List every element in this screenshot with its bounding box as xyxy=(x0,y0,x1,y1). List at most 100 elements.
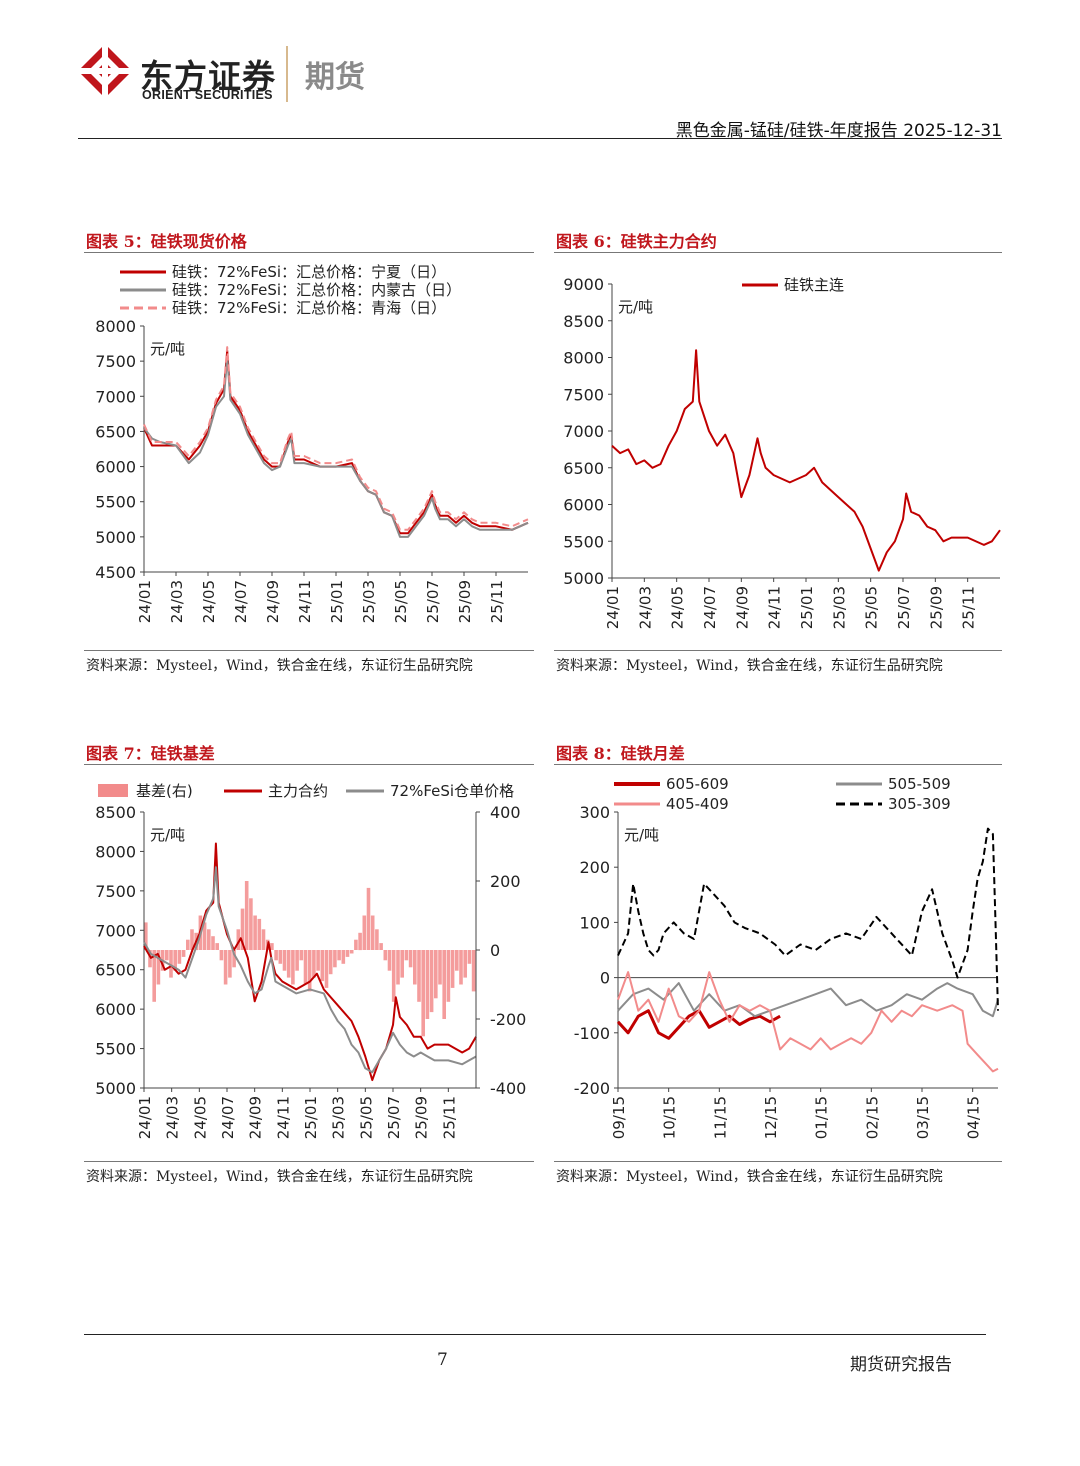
legend-label-1: 主力合约 xyxy=(268,782,328,800)
basis-bar xyxy=(387,950,392,971)
x-tick-label: 25/01 xyxy=(328,580,346,623)
footer-label: 期货研究报告 xyxy=(850,1355,952,1375)
figure-5-top-rule xyxy=(84,252,534,253)
basis-bar xyxy=(156,950,161,985)
basis-bar xyxy=(202,922,207,950)
x-tick-label: 24/09 xyxy=(247,1096,265,1139)
y2-tick-label: 200 xyxy=(490,872,521,891)
basis-bar xyxy=(404,950,409,961)
x-tick-label: 24/03 xyxy=(636,586,654,629)
y-tick-label: 5000 xyxy=(95,528,136,547)
figure-6-chart: 5000 5500 6000 6500 7000 7500 8000 8500 9000 24/0… xyxy=(563,275,1001,629)
figure-8-title: 图表 8：硅铁月差 xyxy=(556,744,685,763)
y-tick-label: 9000 xyxy=(563,275,604,294)
basis-bar xyxy=(207,929,211,950)
legend-label-4: 305-309 xyxy=(888,795,951,813)
figure-6-source: 资料来源：Mysteel，Wind，铁合金在线，东证衍生品研究院 xyxy=(556,658,943,674)
legend-label-1: 硅铁主连 xyxy=(784,276,844,294)
unit-label: 元/吨 xyxy=(624,826,659,844)
basis-bar xyxy=(362,915,367,950)
basis-bar xyxy=(144,922,148,950)
basis-bar xyxy=(223,950,228,985)
y-tick-label: 6000 xyxy=(95,1000,136,1019)
basis-bar xyxy=(211,936,215,950)
basis-bar xyxy=(333,950,337,968)
series-line-2 xyxy=(143,356,529,538)
basis-bar xyxy=(463,950,467,978)
unit-label: 元/吨 xyxy=(150,340,185,358)
basis-bar xyxy=(295,950,299,971)
y-tick-label: 100 xyxy=(579,913,610,932)
series-line-1 xyxy=(611,349,1001,572)
basis-bar xyxy=(391,950,396,1002)
basis-bar xyxy=(181,950,186,957)
x-tick-label: 24/01 xyxy=(604,586,622,629)
y-tick-label: 5500 xyxy=(95,1040,136,1059)
basis-bar xyxy=(328,950,333,975)
legend-label-2: 硅铁：72%FeSi：汇总价格：内蒙古（日） xyxy=(172,281,461,299)
x-tick-label: 25/11 xyxy=(488,580,506,623)
x-tick-label: 24/03 xyxy=(164,1096,182,1139)
basis-bar xyxy=(337,950,341,961)
basis-bar xyxy=(375,929,379,950)
y-tick-label: 5000 xyxy=(95,1079,136,1098)
y-tick-label: 7500 xyxy=(563,385,604,404)
report-title: 黑色金属-锰硅/硅铁-年度报告 2025-12-31 xyxy=(675,121,1002,141)
basis-bar xyxy=(320,950,325,982)
basis-bar xyxy=(312,950,316,978)
unit-label: 元/吨 xyxy=(618,298,653,316)
basis-bar xyxy=(173,950,177,971)
figure-5-bottom-rule xyxy=(84,650,534,651)
x-tick-label: 25/09 xyxy=(413,1096,431,1139)
brand-division: 期货 xyxy=(305,60,365,95)
x-tick-label: 24/09 xyxy=(733,586,751,629)
basis-bar xyxy=(291,950,295,985)
figure-8-source: 资料来源：Mysteel，Wind，铁合金在线，东证衍生品研究院 xyxy=(556,1169,943,1185)
x-tick-label: 25/07 xyxy=(385,1096,403,1139)
x-tick-label: 11/15 xyxy=(711,1096,729,1139)
basis-bar xyxy=(274,950,278,961)
y-tick-label: 8500 xyxy=(563,312,604,331)
y-tick-label: 7000 xyxy=(563,422,604,441)
legend-label-1: 605-609 xyxy=(666,775,729,793)
y-tick-label: 7500 xyxy=(95,352,136,371)
x-tick-label: 24/05 xyxy=(669,586,687,629)
basis-bar xyxy=(286,950,291,978)
figure-5-title: 图表 5：硅铁现货价格 xyxy=(86,232,247,251)
x-tick-label: 10/15 xyxy=(661,1096,679,1139)
series-line-4 xyxy=(617,827,999,1011)
x-tick-label: 25/09 xyxy=(927,586,945,629)
y-tick-label: 6500 xyxy=(563,459,604,478)
brand-name-cn: 东方证券 xyxy=(140,57,276,96)
basis-bar xyxy=(282,950,287,971)
y-tick-label: 6000 xyxy=(95,458,136,477)
basis-bar xyxy=(429,950,434,1013)
basis-bar xyxy=(358,932,362,951)
figure-5-source: 资料来源：Mysteel，Wind，铁合金在线，东证衍生品研究院 xyxy=(86,658,473,674)
basis-bar xyxy=(177,950,182,964)
basis-bar xyxy=(152,950,156,1002)
figure-8-bottom-rule xyxy=(554,1161,1002,1162)
legend-label-basis: 基差(右) xyxy=(136,782,193,800)
x-tick-label: 25/11 xyxy=(960,586,978,629)
x-tick-label: 25/05 xyxy=(357,1096,375,1139)
y-tick-label: 200 xyxy=(579,858,610,877)
x-tick-label: 24/11 xyxy=(296,580,314,623)
basis-bar xyxy=(232,950,236,968)
basis-bar xyxy=(442,950,446,1019)
x-tick-label: 25/07 xyxy=(424,580,442,623)
x-tick-label: 24/07 xyxy=(219,1096,237,1139)
y2-tick-label: 0 xyxy=(490,941,500,960)
basis-bar xyxy=(253,915,257,950)
unit-label: 元/吨 xyxy=(150,826,185,844)
basis-bar xyxy=(370,915,375,950)
x-tick-label: 24/01 xyxy=(136,580,154,623)
figure-7-top-rule xyxy=(84,764,534,765)
basis-bar xyxy=(257,918,262,950)
y-tick-label: 6500 xyxy=(95,961,136,980)
x-tick-label: 24/05 xyxy=(191,1096,209,1139)
page-number: 7 xyxy=(437,1350,448,1370)
basis-bar xyxy=(219,950,224,961)
basis-bar xyxy=(408,950,413,968)
series-line-1 xyxy=(143,349,529,535)
